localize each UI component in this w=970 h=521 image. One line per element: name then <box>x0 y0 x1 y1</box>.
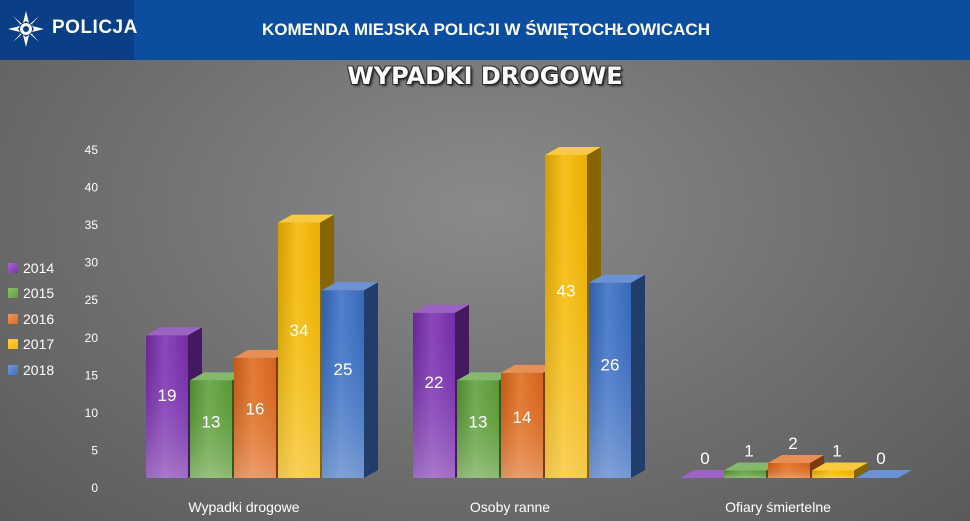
bar <box>413 304 469 478</box>
data-label: 26 <box>601 356 620 375</box>
y-tick-label: 15 <box>85 368 99 382</box>
legend-label: 2017 <box>23 336 55 353</box>
y-tick-label: 25 <box>85 293 99 307</box>
y-tick-label: 10 <box>85 406 99 420</box>
data-label: 25 <box>334 360 353 379</box>
data-label: 22 <box>425 373 444 392</box>
y-tick-label: 40 <box>85 181 99 195</box>
y-tick-label: 45 <box>85 143 99 157</box>
bar <box>234 349 290 478</box>
y-tick-label: 20 <box>85 331 99 345</box>
chart-legend: 2014 2015 2016 2017 2018 <box>8 255 54 383</box>
bar <box>457 372 513 478</box>
data-label: 34 <box>290 321 309 340</box>
data-label: 2 <box>788 434 797 453</box>
legend-label: 2014 <box>23 259 55 276</box>
bar <box>812 462 868 478</box>
bar <box>322 282 378 478</box>
legend-swatch <box>8 364 18 375</box>
legend-label: 2015 <box>23 285 55 302</box>
data-label: 1 <box>744 441 753 460</box>
bar <box>680 470 736 478</box>
header-title: KOMENDA MIEJSKA POLICJI W ŚWIĘTOCHŁOWICA… <box>262 20 710 39</box>
y-tick-label: 0 <box>91 481 98 495</box>
bar <box>856 470 912 478</box>
legend-item: 2017 <box>8 332 54 358</box>
x-category-label: Wypadki drogowe <box>188 499 299 515</box>
bar <box>278 214 334 478</box>
y-tick-label: 30 <box>85 256 99 270</box>
data-label: 16 <box>246 399 265 418</box>
legend-swatch <box>8 339 18 350</box>
x-category-label: Ofiary śmiertelne <box>725 499 831 515</box>
legend-swatch <box>8 313 18 324</box>
legend-swatch <box>8 262 18 273</box>
header-bar: POLICJA KOMENDA MIEJSKA POLICJI W ŚWIĘTO… <box>0 0 970 60</box>
bar <box>589 274 645 478</box>
legend-item: 2018 <box>8 357 54 383</box>
y-tick-label: 5 <box>91 443 98 457</box>
data-label: 1 <box>832 441 841 460</box>
data-label: 43 <box>557 282 576 301</box>
legend-label: 2016 <box>23 310 55 327</box>
chart-title: WYPADKI DROGOWE <box>347 62 623 90</box>
data-label: 19 <box>158 386 177 405</box>
legend-swatch <box>8 288 18 299</box>
legend-item: 2016 <box>8 306 54 332</box>
y-tick-label: 35 <box>85 218 99 232</box>
bar <box>501 364 557 478</box>
logo: POLICJA <box>0 0 137 60</box>
data-label: 13 <box>202 412 221 431</box>
data-label: 13 <box>469 412 488 431</box>
legend-label: 2018 <box>23 361 55 378</box>
logo-text: POLICJA <box>52 17 138 38</box>
x-category-label: Osoby ranne <box>470 499 550 515</box>
data-label: 0 <box>700 449 709 468</box>
legend-item: 2014 <box>8 255 54 281</box>
police-star-icon <box>8 11 44 47</box>
data-label: 0 <box>876 449 885 468</box>
legend-item: 2015 <box>8 281 54 307</box>
data-label: 14 <box>513 408 532 427</box>
